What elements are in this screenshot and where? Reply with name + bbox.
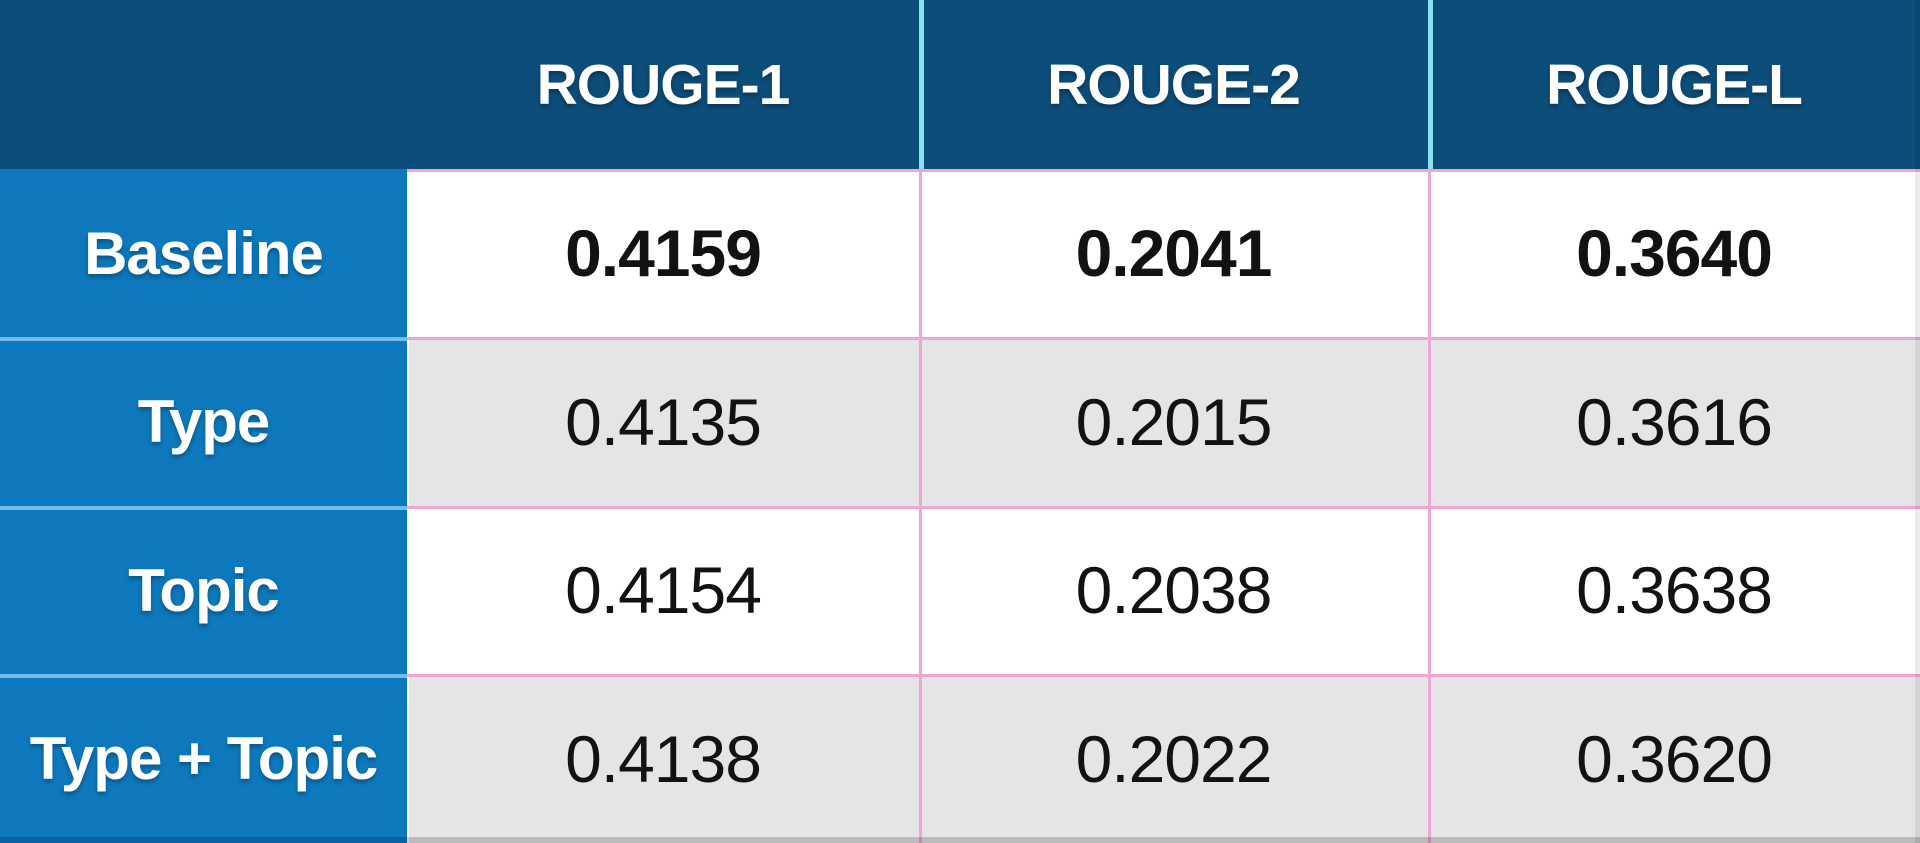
cell-type-rouge-1: 0.4135 bbox=[407, 337, 919, 506]
cell-baseline-rouge-2: 0.2041 bbox=[919, 169, 1428, 337]
cell-baseline-rouge-1: 0.4159 bbox=[407, 169, 919, 337]
cell-type-topic-rouge-l: 0.3620 bbox=[1428, 674, 1920, 843]
cell-baseline-rouge-l: 0.3640 bbox=[1428, 169, 1920, 337]
corner-cell bbox=[0, 0, 407, 169]
cell-type-rouge-l: 0.3616 bbox=[1428, 337, 1920, 506]
header-rouge-1: ROUGE-1 bbox=[407, 0, 919, 169]
header-rouge-2: ROUGE-2 bbox=[919, 0, 1428, 169]
cell-type-rouge-2: 0.2015 bbox=[919, 337, 1428, 506]
row-label-type-topic: Type + Topic bbox=[0, 674, 407, 843]
header-rouge-l: ROUGE-L bbox=[1428, 0, 1920, 169]
cell-topic-rouge-1: 0.4154 bbox=[407, 506, 919, 674]
cell-topic-rouge-2: 0.2038 bbox=[919, 506, 1428, 674]
row-label-type: Type bbox=[0, 337, 407, 506]
cell-topic-rouge-l: 0.3638 bbox=[1428, 506, 1920, 674]
row-label-topic: Topic bbox=[0, 506, 407, 674]
cell-type-topic-rouge-1: 0.4138 bbox=[407, 674, 919, 843]
row-label-baseline: Baseline bbox=[0, 169, 407, 337]
cell-type-topic-rouge-2: 0.2022 bbox=[919, 674, 1428, 843]
